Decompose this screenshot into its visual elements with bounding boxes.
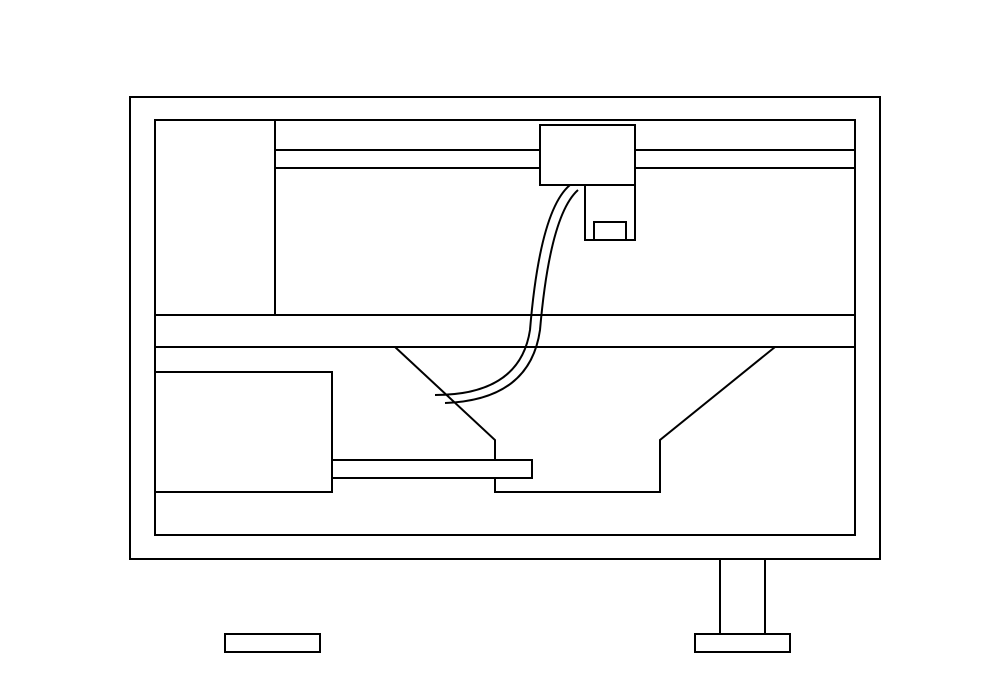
box-36: [540, 125, 635, 185]
box-26: [155, 372, 332, 492]
box-39-inner: [594, 222, 626, 240]
left-foot-base: [225, 634, 320, 652]
right-foot-post: [720, 559, 765, 634]
horizontal-bar-bottom: [155, 315, 855, 347]
diagram-svg: 1 16 26 34 35 36 38 39: [0, 0, 1000, 685]
bar-35: [332, 460, 532, 478]
label-39: 39: [0, 0, 18, 4]
left-block: [155, 120, 275, 315]
right-foot-base: [695, 634, 790, 652]
diagram-container: 1 16 26 34 35 36 38 39: [0, 0, 1000, 685]
